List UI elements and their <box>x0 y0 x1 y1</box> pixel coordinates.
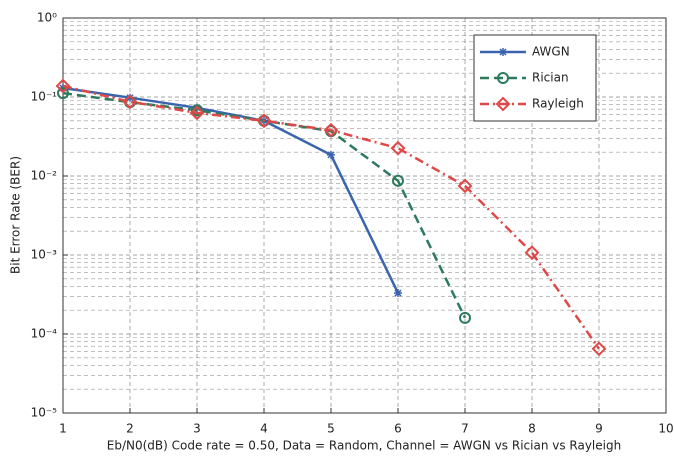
x-tick-label: 3 <box>193 422 201 436</box>
y-tick-label: 10⁻⁵ <box>31 406 58 420</box>
y-tick-label: 10⁰ <box>37 11 57 25</box>
x-tick-label: 9 <box>595 422 603 436</box>
y-tick-label: 10⁻¹ <box>31 90 58 104</box>
x-tick-label: 6 <box>394 422 402 436</box>
data-point <box>327 151 335 159</box>
x-tick-label: 2 <box>126 422 134 436</box>
legend: AWGN Rician Rayleigh <box>474 35 596 121</box>
x-tick-label: 7 <box>461 422 469 436</box>
chart: Eb/N0(dB) Code rate = 0.50, Data = Rando… <box>0 0 674 457</box>
y-tick-label: 10⁻⁴ <box>31 327 58 341</box>
legend-label: Rician <box>532 71 569 85</box>
data-point <box>394 289 402 297</box>
x-axis-label: Eb/N0(dB) Code rate = 0.50, Data = Rando… <box>107 439 621 453</box>
x-tick-label: 1 <box>59 422 67 436</box>
x-tick-label: 4 <box>260 422 268 436</box>
legend-label: AWGN <box>532 45 570 59</box>
x-tick-label: 8 <box>528 422 536 436</box>
y-tick-label: 10⁻³ <box>31 248 58 262</box>
x-tick-label: 5 <box>327 422 335 436</box>
x-tick-label: 10 <box>658 422 673 436</box>
y-tick-label: 10⁻² <box>31 169 58 183</box>
legend-label: Rayleigh <box>532 97 584 111</box>
y-axis-label: Bit Error Rate (BER) <box>9 156 23 274</box>
legend-marker <box>499 48 507 56</box>
